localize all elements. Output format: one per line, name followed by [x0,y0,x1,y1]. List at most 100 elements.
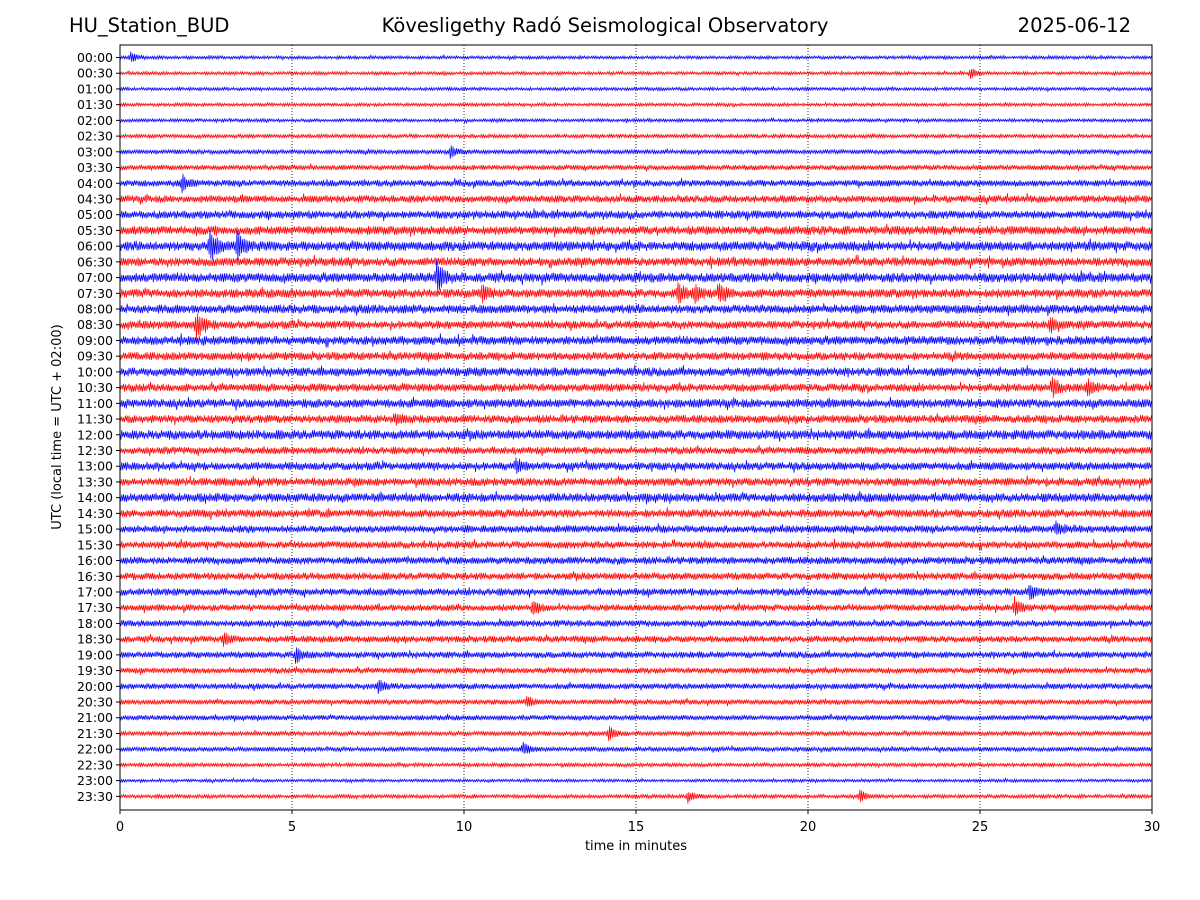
trace-2130 [119,726,1152,742]
grid-layer [291,45,981,810]
y-tick-label: 18:00 [77,616,113,631]
trace-0730 [119,282,1152,305]
y-tick-label: 16:30 [77,569,113,584]
y-tick-label: 07:30 [77,286,113,301]
trace-0100 [119,85,1152,93]
trace-layer [119,51,1152,804]
y-tick-label: 09:00 [77,333,113,348]
x-tick-label: 10 [456,820,473,835]
x-tick-label: 0 [116,820,124,835]
y-tick-label: 03:00 [77,144,113,159]
y-tick-label: 00:00 [77,50,113,65]
y-tick-label: 10:00 [77,364,113,379]
y-axis-label: UTC (local time = UTC + 02:00) [50,324,65,529]
trace-1500 [119,520,1152,535]
y-tick-label: 15:00 [77,522,113,537]
y-tick-label: 20:00 [77,679,113,694]
trace-1600 [119,555,1152,566]
y-tick-label: 12:00 [77,427,113,442]
trace-0200 [119,117,1152,125]
trace-0530 [119,223,1152,238]
trace-0130 [119,100,1152,109]
x-axis-label: time in minutes [585,839,687,854]
y-tick-label: 22:30 [77,757,113,772]
y-tick-label: 08:00 [77,302,113,317]
trace-1330 [119,475,1152,489]
trace-0030 [119,68,1152,79]
y-tick-label: 21:00 [77,710,113,725]
y-tick-label: 08:30 [77,317,113,332]
y-tick-label: 20:30 [77,695,113,710]
trace-1730 [119,596,1152,616]
trace-1200 [119,427,1152,442]
y-tick-label: 06:00 [77,239,113,254]
y-tick-label: 06:30 [77,254,113,269]
y-tick-label: 11:30 [77,412,113,427]
y-tick-label: 04:30 [77,191,113,206]
trace-0500 [119,208,1152,222]
y-tick-label: 02:30 [77,129,113,144]
y-tick-label: 05:00 [77,207,113,222]
trace-0430 [119,192,1152,206]
trace-1830 [119,632,1152,647]
trace-1630 [119,570,1152,582]
y-tick-label: 22:00 [77,742,113,757]
chart-title: Kövesligethy Radó Seismological Observat… [381,14,829,37]
y-tick-label: 19:30 [77,663,113,678]
trace-1400 [119,490,1152,505]
y-tick-label: 12:30 [77,443,113,458]
trace-2300 [119,776,1152,785]
trace-1300 [119,457,1152,475]
trace-2000 [119,679,1152,694]
trace-2230 [119,761,1152,769]
trace-1930 [119,666,1152,676]
trace-1230 [119,444,1152,457]
trace-1030 [119,376,1152,399]
y-tick-label: 21:30 [77,726,113,741]
y-tick-label: 17:30 [77,600,113,615]
station-label: HU_Station_BUD [69,14,230,37]
x-tick-label: 20 [800,820,817,835]
trace-0400 [119,173,1152,194]
y-tick-label: 02:00 [77,113,113,128]
x-tick-label: 5 [288,820,296,835]
trace-0300 [119,145,1152,160]
y-tick-label: 18:30 [77,632,113,647]
trace-0330 [119,163,1152,172]
y-tick-label: 01:00 [77,81,113,96]
y-tick-label: 11:00 [77,396,113,411]
trace-0800 [119,303,1152,317]
trace-0700 [119,258,1152,293]
trace-1530 [119,538,1152,551]
y-tick-label: 01:30 [77,97,113,112]
y-tick-label: 10:30 [77,380,113,395]
trace-0000 [119,51,1152,62]
y-tick-label: 23:00 [77,773,113,788]
y-tick-label: 23:30 [77,789,113,804]
trace-0900 [119,333,1152,348]
trace-1130 [119,413,1152,427]
y-tick-label: 14:00 [77,490,113,505]
y-tick-label: 13:00 [77,459,113,474]
date-label: 2025-06-12 [1017,14,1131,37]
y-tick-label: 14:30 [77,506,113,521]
y-tick-label: 17:00 [77,584,113,599]
y-tick-label: 13:30 [77,474,113,489]
y-tick-label: 07:00 [77,270,113,285]
y-tick-label: 15:30 [77,537,113,552]
y-tick-label: 16:00 [77,553,113,568]
trace-0930 [119,350,1152,362]
x-tick-labels: 0 5 10 15 20 25 30 [116,810,1160,835]
x-tick-label: 25 [972,820,989,835]
y-tick-label: 09:30 [77,349,113,364]
trace-1000 [119,364,1152,379]
x-tick-label: 15 [628,820,645,835]
trace-0830 [119,313,1152,340]
y-tick-label: 00:30 [77,66,113,81]
trace-2200 [119,741,1152,754]
x-tick-label: 30 [1144,820,1161,835]
trace-1100 [119,396,1152,411]
trace-0630 [119,254,1152,270]
trace-1800 [119,618,1152,629]
